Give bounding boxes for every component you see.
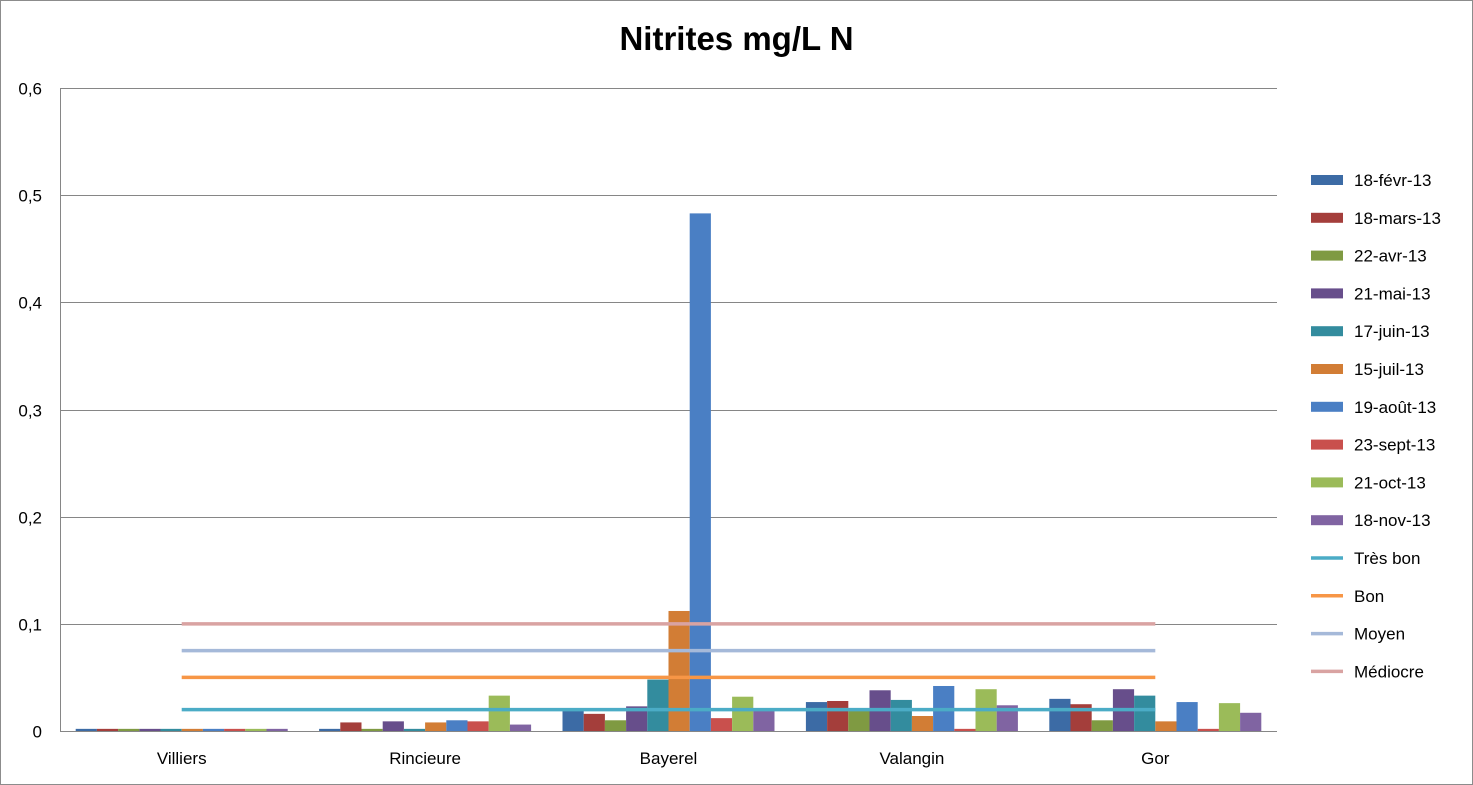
y-tick-label: 0,6	[18, 80, 42, 99]
bar	[181, 728, 203, 731]
y-tick-label: 0,4	[18, 294, 42, 313]
legend-swatch	[1311, 439, 1343, 450]
x-tick-label: Rincieure	[389, 749, 461, 768]
legend-swatch	[1311, 212, 1343, 223]
bar	[827, 700, 849, 731]
bar	[753, 709, 775, 731]
legend-label: 18-févr-13	[1354, 171, 1431, 190]
chart-title: Nitrites mg/L N	[619, 20, 854, 57]
bar	[848, 709, 870, 731]
bar	[626, 706, 648, 731]
bar	[1176, 702, 1198, 731]
legend-label: Moyen	[1354, 625, 1405, 644]
y-tick-label: 0,2	[18, 509, 42, 528]
bar	[96, 728, 119, 731]
bar	[446, 720, 468, 731]
bar	[202, 728, 225, 731]
bar	[1218, 703, 1241, 731]
legend-swatch	[1311, 288, 1343, 299]
threshold-lines	[181, 622, 1156, 712]
legend-label: 18-nov-13	[1354, 511, 1431, 530]
bar	[954, 728, 976, 731]
bar	[911, 715, 934, 731]
legend-swatch	[1311, 250, 1343, 261]
legend-swatch	[1311, 515, 1343, 526]
bar	[509, 724, 532, 731]
bar	[996, 705, 1018, 731]
bar	[1049, 698, 1071, 731]
legend-label: Très bon	[1354, 549, 1420, 568]
bar	[647, 679, 669, 731]
bar	[139, 728, 161, 731]
bar	[689, 213, 711, 731]
legend: 18-févr-13 18-mars-13 22-avr-13 21-mai-13 17…	[1311, 171, 1441, 681]
bar	[160, 728, 182, 731]
bars	[75, 213, 1262, 731]
bar	[1155, 721, 1177, 731]
bar	[604, 720, 627, 731]
bar	[224, 728, 246, 731]
bar	[425, 722, 447, 731]
bar	[266, 728, 288, 731]
bar	[668, 610, 690, 731]
bar	[1134, 695, 1156, 731]
legend-label: 22-avr-13	[1354, 247, 1427, 266]
legend-swatch	[1311, 477, 1343, 488]
legend-swatch	[1311, 326, 1343, 337]
legend-label: 18-mars-13	[1354, 209, 1441, 228]
bar	[805, 702, 828, 731]
bar	[583, 713, 605, 731]
bar	[245, 728, 267, 731]
bar	[890, 699, 912, 731]
bar	[340, 722, 362, 731]
bar	[403, 728, 426, 731]
bar	[118, 728, 140, 731]
y-tick-label: 0	[33, 723, 42, 742]
legend-label: Bon	[1354, 587, 1384, 606]
bar	[1240, 712, 1262, 731]
y-tick-label: 0,3	[18, 402, 42, 421]
x-tick-label: Gor	[1141, 749, 1170, 768]
legend-label: 19-août-13	[1354, 398, 1436, 417]
x-tick-label: Bayerel	[640, 749, 698, 768]
bar	[1197, 728, 1219, 731]
bar	[732, 696, 754, 731]
bar	[361, 728, 383, 731]
axes: 0 0,1 0,2 0,3 0,4 0,5 0,6 Villiers Rincieure Baye…	[18, 80, 1277, 768]
bar	[1091, 720, 1113, 731]
y-tick-label: 0,5	[18, 187, 42, 206]
legend-label: 15-juil-13	[1354, 360, 1424, 379]
bar	[382, 721, 404, 731]
y-tick-label: 0,1	[18, 616, 42, 635]
bar	[710, 718, 733, 731]
legend-swatch	[1311, 175, 1343, 185]
legend-label: 21-mai-13	[1354, 284, 1431, 303]
legend-label: 17-juin-13	[1354, 322, 1430, 341]
bar	[488, 695, 510, 731]
bar	[75, 728, 97, 731]
gridlines	[60, 88, 1277, 625]
legend-label: Médiocre	[1354, 662, 1424, 681]
legend-swatch	[1311, 401, 1343, 412]
bar	[319, 728, 341, 731]
x-tick-label: Valangin	[879, 749, 944, 768]
legend-swatch	[1311, 364, 1343, 374]
bar	[562, 709, 584, 731]
legend-label: 23-sept-13	[1354, 436, 1435, 455]
x-tick-label: Villiers	[157, 749, 207, 768]
bar	[467, 721, 489, 731]
legend-label: 21-oct-13	[1354, 473, 1426, 492]
